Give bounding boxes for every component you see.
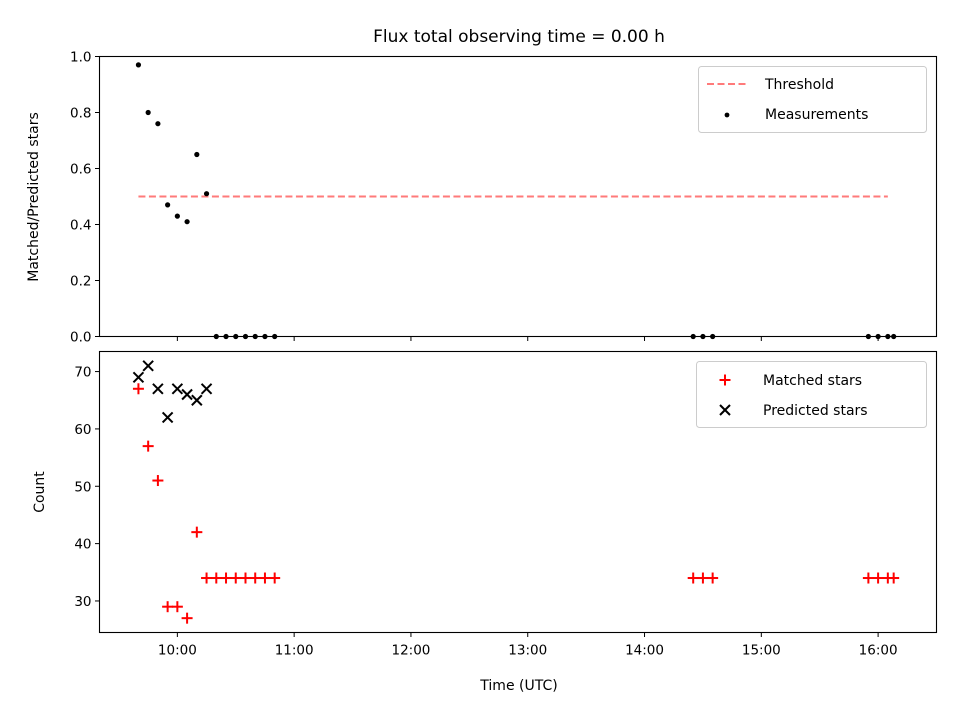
- measurement-point: [145, 109, 151, 116]
- matched-star-point: [239, 572, 251, 584]
- x-tick-label: 14:00: [625, 643, 664, 659]
- matched-star-point: [707, 572, 719, 584]
- legend-predicted-marker: [719, 404, 731, 416]
- top-y-tick-label: 0.8: [70, 106, 91, 122]
- matched-star-point: [888, 572, 900, 584]
- top-legend: Threshold Measurements: [698, 66, 927, 133]
- bottom-y-tick-label: 30: [74, 594, 91, 610]
- matched-star-point: [132, 383, 144, 395]
- top-y-tick-label: 1.0: [70, 50, 91, 66]
- x-tick-label: 12:00: [391, 643, 430, 659]
- matched-star-point: [191, 526, 203, 538]
- matched-star-point: [181, 612, 193, 624]
- x-tick-label: 16:00: [859, 643, 898, 659]
- legend-predicted-swatch: [719, 404, 731, 416]
- x-tick-label: 15:00: [742, 643, 781, 659]
- measurement-point: [165, 202, 171, 208]
- matched-stars-series: [132, 383, 900, 624]
- matched-star-point: [142, 440, 154, 452]
- measurement-point: [233, 333, 239, 340]
- legend-measurements-label: Measurements: [765, 107, 868, 123]
- top-y-tick-label: 0.0: [70, 330, 91, 346]
- x-tick-label: 13:00: [508, 643, 547, 659]
- bottom-panel: 10:00 11:00 12:00 13:00 14:00 15:00 16:00 30 40…: [32, 350, 938, 694]
- bottom-panel-frame: [98, 350, 938, 634]
- top-panel-frame: [98, 55, 938, 338]
- measurement-point: [262, 333, 268, 340]
- predicted-star-point: [132, 371, 145, 384]
- legend-measurements-swatch: [724, 112, 730, 118]
- top-legend-box: [698, 66, 927, 133]
- predicted-star-point: [191, 394, 203, 406]
- matched-star-point: [201, 572, 213, 584]
- bottom-y-tick-label: 70: [74, 365, 91, 381]
- measurements-series: [135, 62, 897, 340]
- matched-star-point: [230, 572, 242, 584]
- measurement-point: [184, 219, 190, 225]
- matched-star-point: [697, 572, 709, 584]
- legend-predicted-label: Predicted stars: [763, 403, 868, 419]
- matched-star-point: [162, 601, 174, 613]
- legend-matched-label: Matched stars: [763, 373, 862, 389]
- measurement-point: [194, 151, 200, 158]
- bottom-legend: Matched stars Predicted stars: [696, 361, 927, 428]
- legend-threshold-label: Threshold: [764, 77, 834, 93]
- top-y-axis-label: Matched/Predicted stars: [26, 112, 42, 282]
- measurement-point: [135, 62, 142, 68]
- top-y-tick-label: 0.2: [70, 274, 91, 290]
- bottom-y-axis-label: Count: [32, 471, 48, 513]
- matched-star-point: [220, 572, 232, 584]
- matched-star-point: [259, 572, 271, 584]
- measurement-point: [885, 333, 891, 340]
- top-panel: 0.0 0.2 0.4 0.6 0.8 1.0 Matched/Predicted sta…: [26, 50, 938, 346]
- measurement-point: [710, 333, 716, 340]
- predicted-star-point: [142, 360, 154, 372]
- predicted-star-point: [161, 411, 174, 424]
- bottom-y-ticks: 30 40 50 60 70: [74, 365, 100, 610]
- bottom-legend-box: [696, 361, 927, 428]
- bottom-y-tick-label: 50: [74, 479, 91, 495]
- legend-matched-marker: [719, 374, 731, 386]
- bottom-x-ticks: 10:00 11:00 12:00 13:00 14:00 15:00 16:00: [158, 632, 898, 659]
- matched-star-point: [249, 572, 261, 584]
- measurement-point: [891, 333, 897, 340]
- matched-star-point: [152, 475, 164, 487]
- matched-star-point: [687, 572, 699, 584]
- matched-star-point: [210, 572, 222, 584]
- measurement-point: [700, 333, 706, 340]
- matched-star-point: [862, 572, 874, 584]
- x-tick-label: 10:00: [158, 643, 197, 659]
- top-y-ticks: 0.0 0.2 0.4 0.6 0.8 1.0: [70, 50, 100, 346]
- measurement-point: [242, 333, 249, 340]
- matched-star-point: [171, 601, 183, 613]
- top-y-tick-label: 0.6: [70, 162, 91, 178]
- measurement-point: [174, 213, 180, 219]
- predicted-star-point: [200, 383, 213, 395]
- matched-star-point: [269, 572, 281, 584]
- measurement-point: [155, 121, 161, 127]
- measurement-point: [223, 333, 229, 340]
- predicted-star-point: [152, 383, 164, 395]
- bottom-y-tick-label: 60: [74, 422, 91, 438]
- chart-title: Flux total observing time = 0.00 h: [373, 27, 665, 47]
- predicted-star-point: [181, 388, 193, 401]
- measurement-point: [865, 333, 871, 340]
- measurement-point: [690, 333, 696, 340]
- top-y-tick-label: 0.4: [70, 218, 91, 234]
- bottom-y-tick-label: 40: [74, 537, 91, 553]
- x-axis-label: Time (UTC): [479, 678, 557, 694]
- measurement-point: [213, 333, 219, 340]
- matched-star-point: [872, 572, 884, 584]
- measurement-point: [272, 333, 278, 340]
- measurement-point: [203, 191, 210, 197]
- predicted-star-point: [171, 383, 184, 395]
- top-x-ticks: [176, 336, 879, 341]
- measurement-point: [252, 333, 258, 340]
- x-tick-label: 11:00: [275, 643, 314, 659]
- legend-matched-swatch: [719, 374, 731, 386]
- predicted-stars-series: [132, 360, 213, 424]
